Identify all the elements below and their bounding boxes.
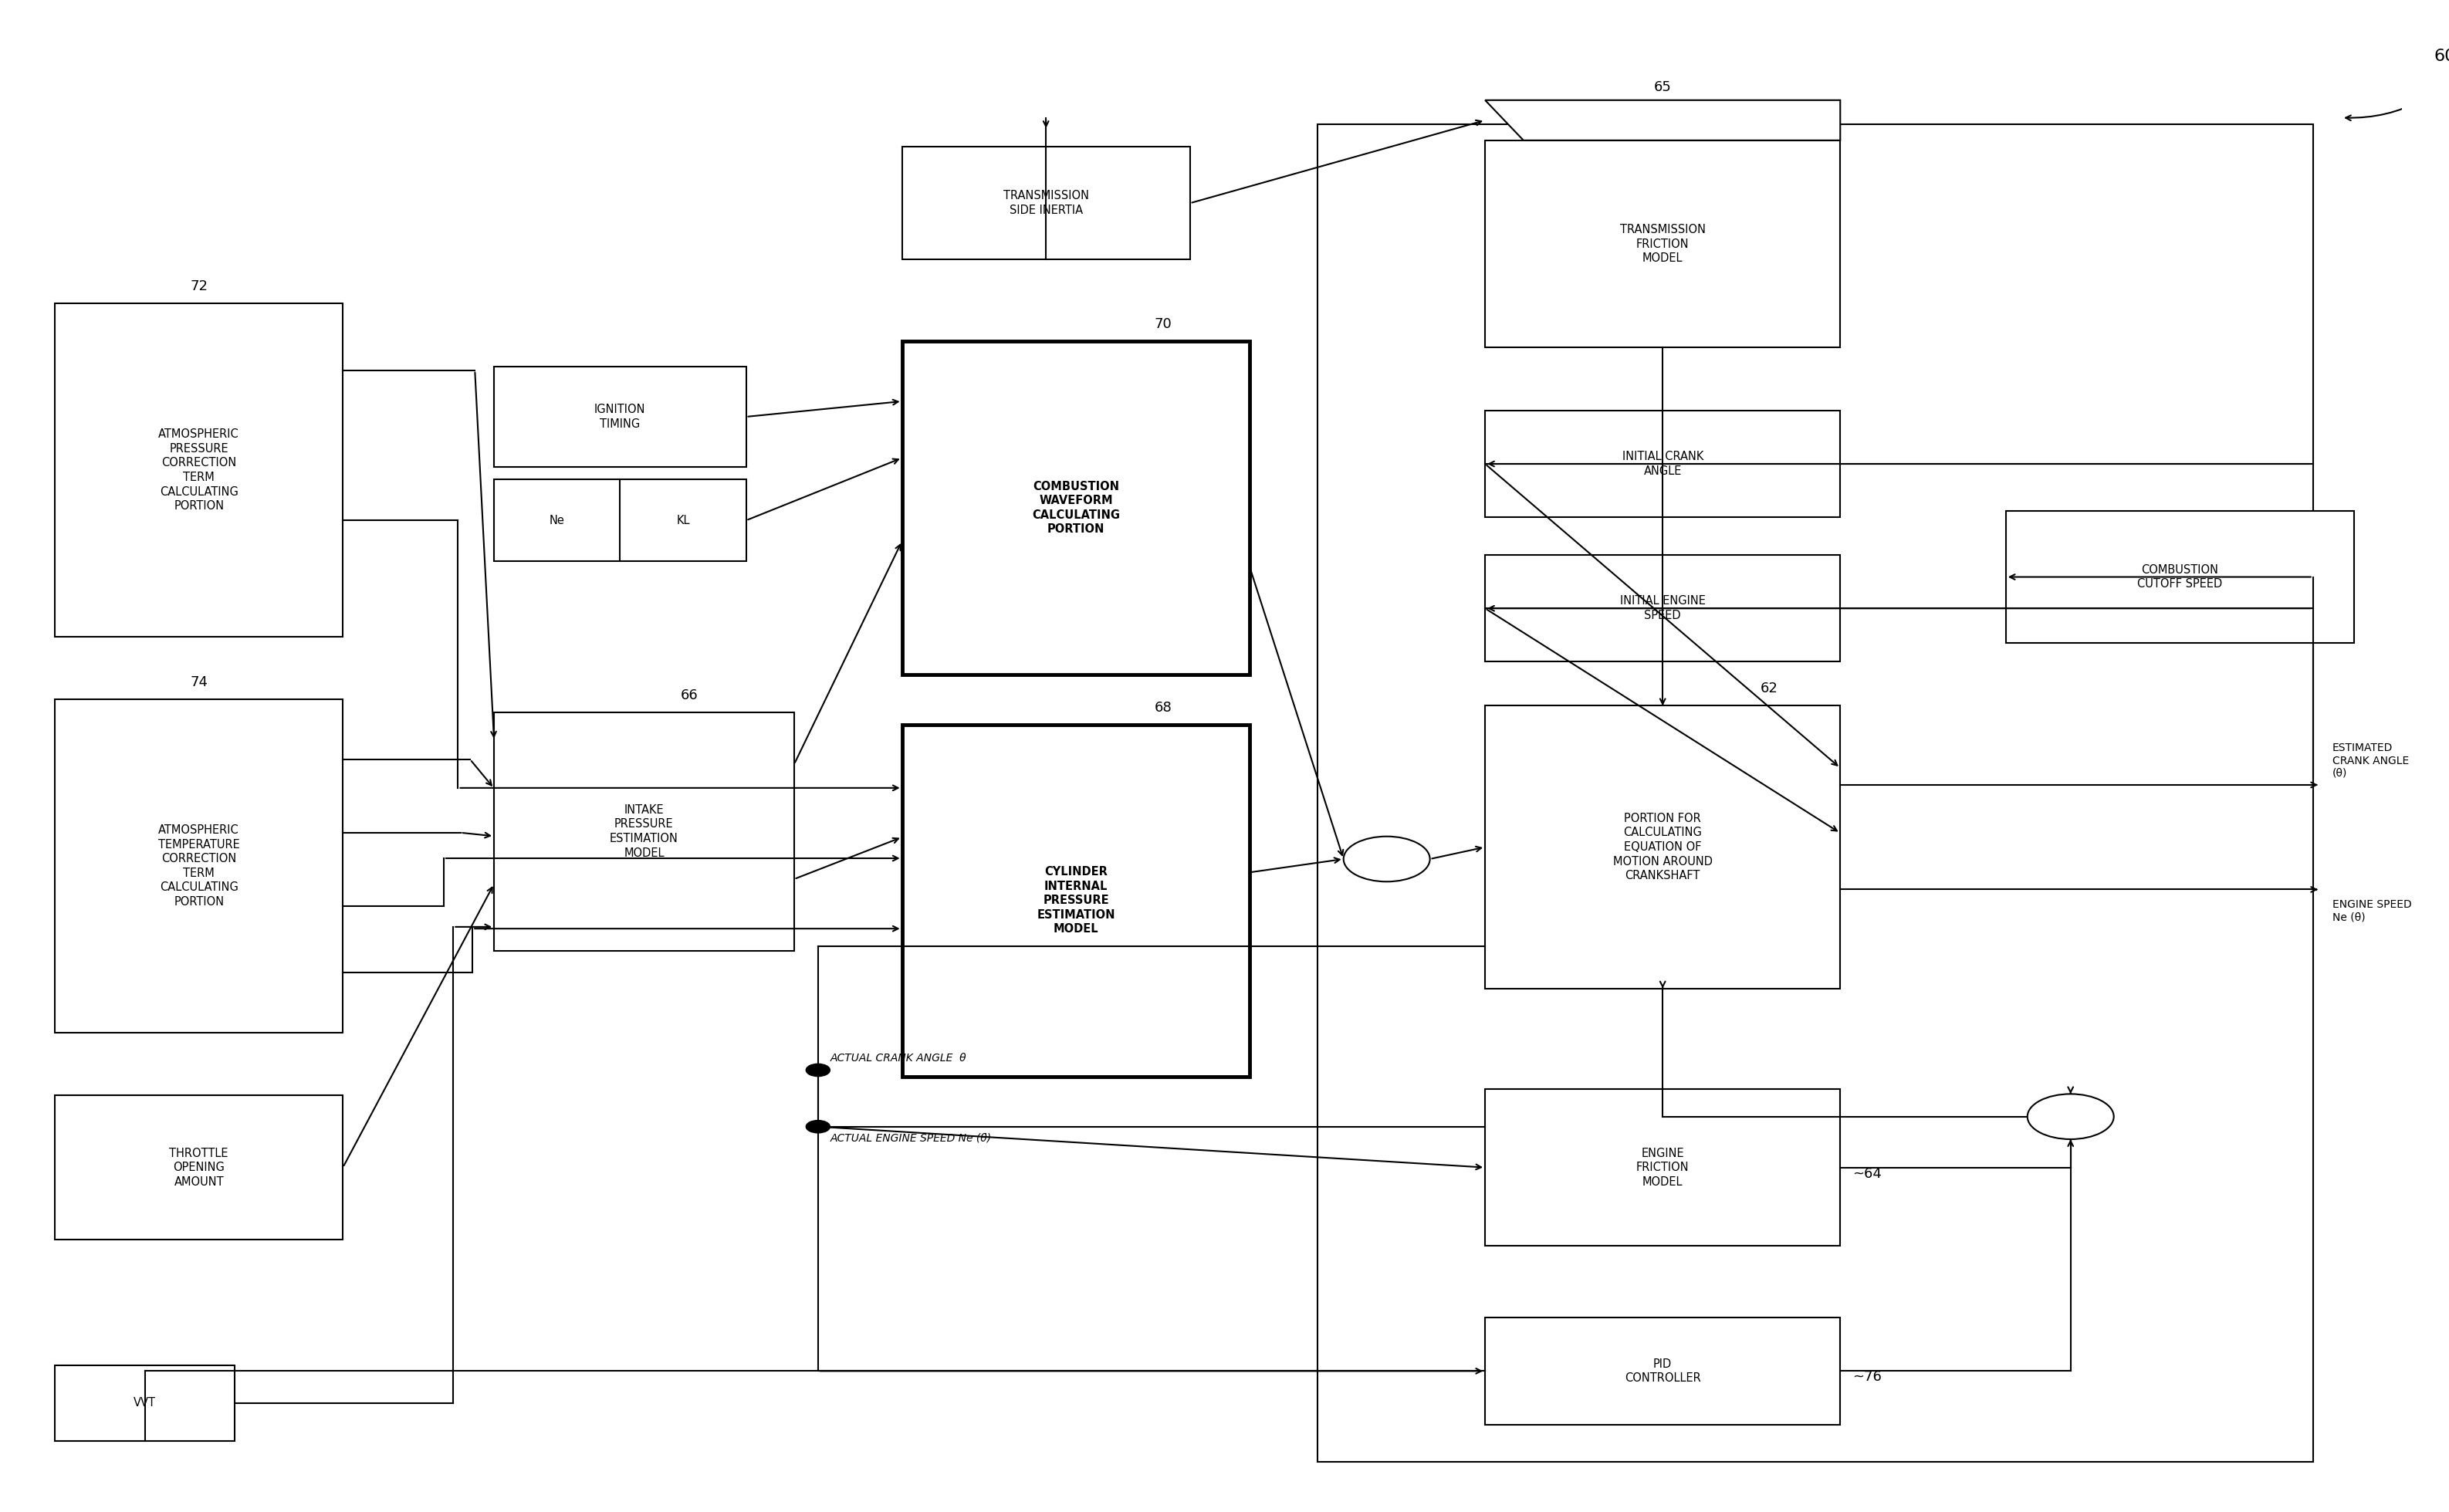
Text: ~76: ~76 <box>1851 1370 1881 1385</box>
FancyBboxPatch shape <box>495 479 747 561</box>
Text: INITIAL CRANK
ANGLE: INITIAL CRANK ANGLE <box>1621 451 1705 476</box>
FancyBboxPatch shape <box>495 366 747 467</box>
FancyArrowPatch shape <box>2346 44 2449 121</box>
Text: TRANSMISSION
FRICTION
MODEL: TRANSMISSION FRICTION MODEL <box>1619 224 1705 265</box>
Text: Ne: Ne <box>549 514 566 526</box>
FancyBboxPatch shape <box>901 147 1190 260</box>
Text: COMBUSTION
WAVEFORM
CALCULATING
PORTION: COMBUSTION WAVEFORM CALCULATING PORTION <box>1031 481 1119 535</box>
Text: 60: 60 <box>2434 48 2449 64</box>
Text: 72: 72 <box>191 280 208 293</box>
Text: ~64: ~64 <box>1851 1167 1881 1181</box>
Text: INITIAL ENGINE
SPEED: INITIAL ENGINE SPEED <box>1619 596 1705 621</box>
Text: PID
CONTROLLER: PID CONTROLLER <box>1624 1358 1700 1383</box>
FancyBboxPatch shape <box>54 700 343 1033</box>
Text: PORTION FOR
CALCULATING
EQUATION OF
MOTION AROUND
CRANKSHAFT: PORTION FOR CALCULATING EQUATION OF MOTI… <box>1614 812 1712 881</box>
Circle shape <box>2028 1095 2113 1139</box>
Text: THROTTLE
OPENING
AMOUNT: THROTTLE OPENING AMOUNT <box>169 1148 228 1187</box>
Text: TRANSMISSION
SIDE INERTIA: TRANSMISSION SIDE INERTIA <box>1004 191 1090 216</box>
FancyBboxPatch shape <box>1484 141 1839 348</box>
Text: ENGINE SPEED
Ne (θ̇): ENGINE SPEED Ne (θ̇) <box>2331 900 2412 922</box>
FancyBboxPatch shape <box>495 712 793 951</box>
FancyBboxPatch shape <box>1484 1089 1839 1246</box>
Text: 65: 65 <box>1653 80 1673 94</box>
Text: ATMOSPHERIC
TEMPERATURE
CORRECTION
TERM
CALCULATING
PORTION: ATMOSPHERIC TEMPERATURE CORRECTION TERM … <box>159 824 240 907</box>
Circle shape <box>1345 836 1430 881</box>
Text: KL: KL <box>676 514 691 526</box>
FancyBboxPatch shape <box>54 1095 343 1240</box>
FancyBboxPatch shape <box>1484 410 1839 517</box>
Text: INTAKE
PRESSURE
ESTIMATION
MODEL: INTAKE PRESSURE ESTIMATION MODEL <box>610 804 678 859</box>
Text: 74: 74 <box>191 676 208 689</box>
Text: CYLINDER
INTERNAL
PRESSURE
ESTIMATION
MODEL: CYLINDER INTERNAL PRESSURE ESTIMATION MO… <box>1036 866 1114 934</box>
Text: ATMOSPHERIC
PRESSURE
CORRECTION
TERM
CALCULATING
PORTION: ATMOSPHERIC PRESSURE CORRECTION TERM CAL… <box>159 428 240 513</box>
Text: ACTUAL ENGINE SPEED Ne (θ̇): ACTUAL ENGINE SPEED Ne (θ̇) <box>830 1132 992 1143</box>
Text: 62: 62 <box>1761 682 1778 696</box>
Text: VVT: VVT <box>135 1397 157 1409</box>
Text: ESTIMATED
CRANK ANGLE
(θ): ESTIMATED CRANK ANGLE (θ) <box>2331 742 2410 779</box>
FancyBboxPatch shape <box>1484 555 1839 662</box>
Text: IGNITION
TIMING: IGNITION TIMING <box>595 404 647 429</box>
FancyBboxPatch shape <box>1484 1317 1839 1424</box>
Text: 70: 70 <box>1153 318 1171 331</box>
Circle shape <box>806 1120 830 1132</box>
Text: 66: 66 <box>681 688 698 702</box>
Circle shape <box>806 1064 830 1077</box>
FancyBboxPatch shape <box>1484 706 1839 989</box>
FancyBboxPatch shape <box>54 1365 235 1441</box>
Text: ACTUAL CRANK ANGLE  θ: ACTUAL CRANK ANGLE θ <box>830 1052 967 1064</box>
Text: ENGINE
FRICTION
MODEL: ENGINE FRICTION MODEL <box>1636 1148 1690 1187</box>
FancyBboxPatch shape <box>901 724 1249 1077</box>
Text: COMBUSTION
CUTOFF SPEED: COMBUSTION CUTOFF SPEED <box>2138 564 2221 590</box>
FancyBboxPatch shape <box>54 304 343 637</box>
FancyBboxPatch shape <box>2006 511 2353 643</box>
Text: 68: 68 <box>1153 700 1171 715</box>
FancyBboxPatch shape <box>901 342 1249 674</box>
Polygon shape <box>1484 100 1839 141</box>
